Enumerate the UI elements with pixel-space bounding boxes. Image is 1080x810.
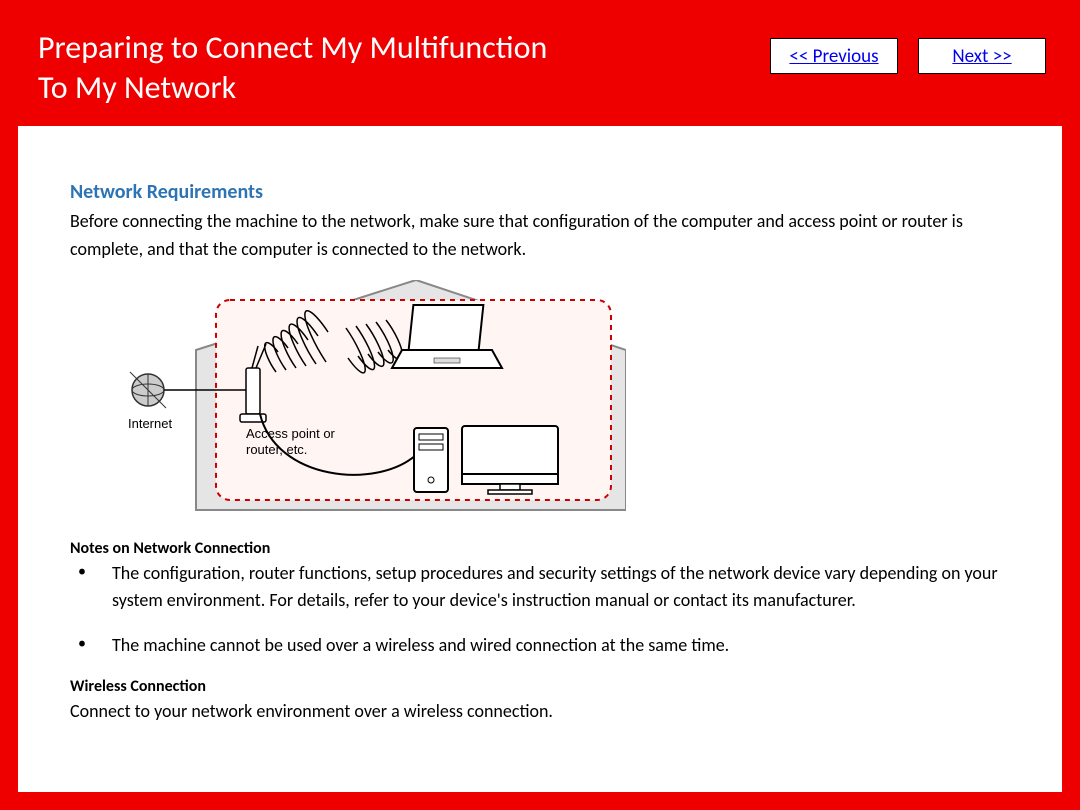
list-item: The machine cannot be used over a wirele… <box>70 632 1030 659</box>
content-area: Network Requirements Before connecting t… <box>70 180 1030 770</box>
previous-button[interactable]: << Previous <box>770 38 898 74</box>
intro-text: Before connecting the machine to the net… <box>70 208 1030 264</box>
ap-label-line1: Access point or <box>246 426 336 441</box>
internet-globe-icon <box>130 372 166 408</box>
monitor-icon <box>462 426 558 494</box>
next-button[interactable]: Next >> <box>918 38 1046 74</box>
notes-heading: Notes on Network Connection <box>70 539 1030 558</box>
internet-label: Internet <box>128 416 172 431</box>
title-line-1: Preparing to Connect My Multifunction <box>38 28 547 67</box>
wireless-text: Connect to your network environment over… <box>70 698 1030 726</box>
section-heading: Network Requirements <box>70 180 1030 204</box>
page-number: 3 <box>1031 762 1040 784</box>
network-diagram-svg: Internet Access point or router, etc. <box>126 280 626 520</box>
next-button-label: Next >> <box>952 45 1011 68</box>
list-item: The configuration, router functions, set… <box>70 560 1030 614</box>
desktop-tower-icon <box>414 428 448 492</box>
nav-button-group: << Previous Next >> <box>770 38 1046 74</box>
network-diagram: Internet Access point or router, etc. <box>126 280 1030 525</box>
previous-button-label: << Previous <box>789 45 878 68</box>
title-line-2: To My Network <box>38 68 236 107</box>
notes-bullet-list: The configuration, router functions, set… <box>70 560 1030 659</box>
wireless-heading: Wireless Connection <box>70 677 1030 696</box>
